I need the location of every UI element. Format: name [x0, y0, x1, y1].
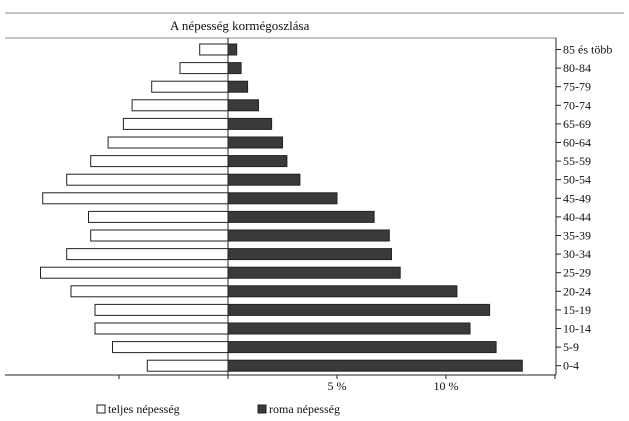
age-label-1: 5-9	[563, 340, 579, 354]
bar-roma-6	[227, 248, 392, 261]
bar-roma-13	[227, 117, 273, 130]
bar-total-13	[122, 117, 229, 130]
chart-title: A népesség kormégoszlása	[170, 18, 310, 33]
age-label-10: 50-54	[563, 173, 591, 187]
bar-roma-17	[227, 43, 238, 56]
bar-roma-1	[227, 341, 497, 354]
bar-total-14	[131, 99, 229, 112]
x-tick-label-1: 10 %	[434, 379, 459, 393]
bar-roma-11	[227, 155, 288, 168]
bar-roma-5	[227, 266, 401, 279]
bar-roma-3	[227, 303, 491, 316]
bar-roma-15	[227, 80, 249, 93]
roma-population-bars	[227, 43, 523, 372]
bar-roma-14	[227, 99, 259, 112]
x-axis-ticks: 5 % 10 %	[118, 375, 556, 393]
bar-total-2	[94, 322, 229, 335]
bar-total-9	[42, 192, 229, 205]
bar-roma-12	[227, 136, 283, 149]
legend-label-total: teljes népesség	[108, 402, 180, 416]
age-label-4: 20-24	[563, 284, 591, 298]
bar-roma-7	[227, 229, 390, 242]
age-label-7: 35-39	[563, 229, 591, 243]
bar-roma-0	[227, 359, 523, 372]
bar-total-10	[66, 173, 229, 186]
legend-swatch-total	[96, 404, 106, 414]
age-label-16: 80-84	[563, 61, 591, 75]
bar-total-6	[66, 248, 229, 261]
age-label-12: 60-64	[563, 136, 591, 150]
legend-swatch-roma	[257, 404, 267, 414]
bar-total-7	[90, 229, 229, 242]
bar-total-17	[199, 43, 229, 56]
age-label-15: 75-79	[563, 80, 591, 94]
bar-total-3	[94, 303, 229, 316]
age-label-14: 70-74	[563, 98, 591, 112]
bar-total-8	[88, 210, 229, 223]
legend-label-roma: roma népesség	[269, 402, 340, 416]
age-label-0: 0-4	[563, 359, 579, 373]
bar-roma-10	[227, 173, 301, 186]
bar-total-11	[90, 155, 229, 168]
x-tick-label-0: 5 %	[328, 379, 347, 393]
age-label-3: 15-19	[563, 303, 591, 317]
age-label-11: 55-59	[563, 154, 591, 168]
bar-roma-8	[227, 210, 375, 223]
bar-total-5	[40, 266, 229, 279]
bar-total-15	[151, 80, 229, 93]
bar-roma-2	[227, 322, 471, 335]
bar-roma-9	[227, 192, 338, 205]
age-label-2: 10-14	[563, 322, 591, 336]
bar-total-1	[112, 341, 229, 354]
age-label-5: 25-29	[563, 266, 591, 280]
bar-total-16	[179, 62, 229, 75]
age-label-9: 45-49	[563, 191, 591, 205]
age-group-labels: 0-4 5-9 10-14 15-19 20-24 25-29 30-34 35-39 40-4…	[556, 43, 612, 373]
age-label-8: 40-44	[563, 210, 591, 224]
bar-total-12	[107, 136, 229, 149]
age-label-6: 30-34	[563, 247, 591, 261]
total-population-bars	[40, 43, 229, 372]
bar-total-4	[70, 285, 229, 298]
bar-roma-4	[227, 285, 458, 298]
age-label-13: 65-69	[563, 117, 591, 131]
bar-total-0	[146, 359, 229, 372]
age-label-17: 85 és több	[563, 43, 612, 57]
bar-roma-16	[227, 62, 242, 75]
legend: teljes népesség roma népesség	[96, 402, 340, 416]
